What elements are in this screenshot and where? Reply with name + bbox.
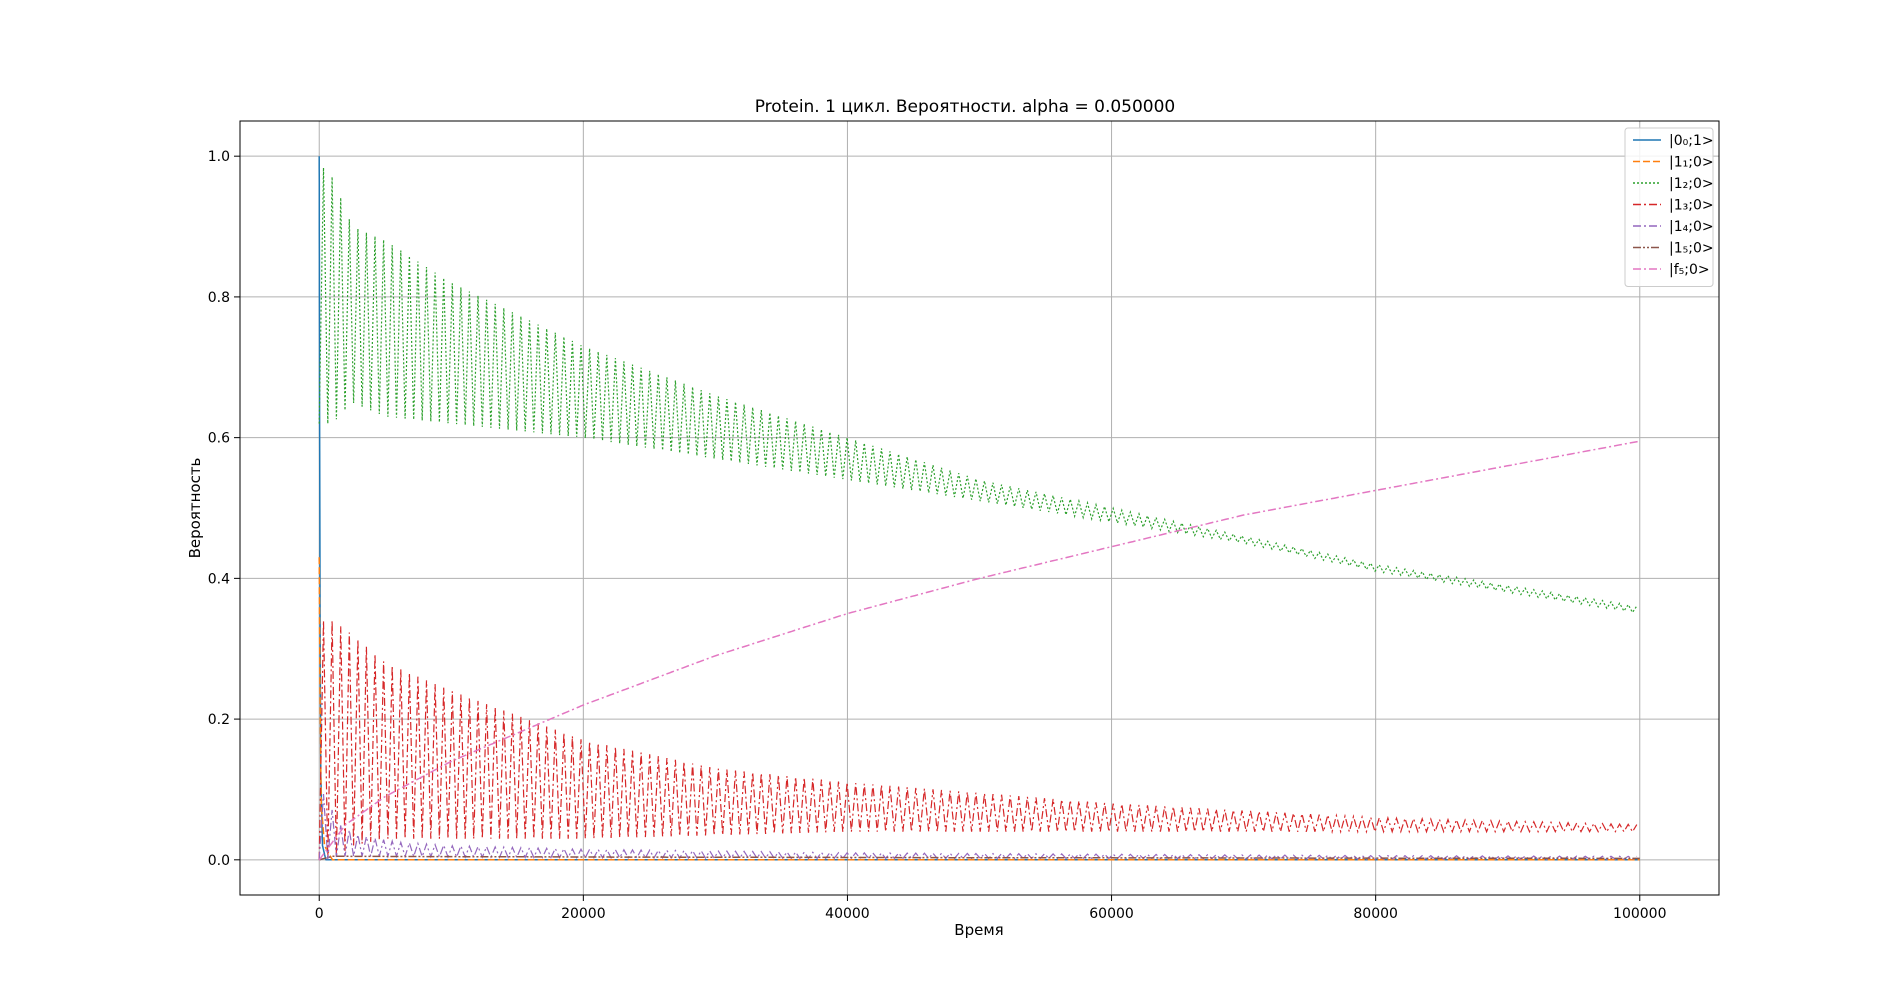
x-tick-label: 20000 — [561, 906, 606, 922]
grid — [240, 121, 1719, 895]
x-tick-label: 100000 — [1613, 906, 1666, 922]
series-group — [318, 156, 1640, 861]
x-tick-label: 80000 — [1353, 906, 1398, 922]
series-line-2 — [318, 557, 1640, 861]
series-line-3 — [318, 167, 1638, 614]
x-axis-label: Время — [954, 921, 1003, 939]
series-line-7 — [318, 440, 1640, 861]
legend-label: |1₁;0> — [1669, 155, 1714, 171]
legend-label: |1₄;0> — [1669, 219, 1714, 235]
series-line-1 — [318, 156, 1640, 861]
series-line-4 — [318, 620, 1638, 860]
legend: |0₀;1> |1₁;0> |1₂;0> |1₃;0> |1₄;0> |1₅;0> |f₅;… — [1624, 127, 1714, 287]
series-line-6 — [318, 855, 1640, 861]
legend-label: |0₀;1> — [1669, 133, 1714, 149]
legend-label: |1₂;0> — [1669, 176, 1714, 192]
y-tick-label: 0.8 — [208, 290, 230, 306]
y-tick-label: 1.0 — [208, 149, 230, 165]
y-axis-label: Вероятность — [186, 458, 204, 559]
x-tick-label: 0 — [315, 906, 324, 922]
y-tick-label: 0.0 — [208, 853, 230, 869]
legend-label: |1₃;0> — [1669, 198, 1714, 214]
plot-area-frame — [239, 120, 1720, 896]
legend-label: |f₅;0> — [1669, 262, 1710, 278]
chart-title: Protein. 1 цикл. Вероятности. alpha = 0.… — [755, 97, 1176, 117]
y-tick-label: 0.2 — [208, 712, 230, 728]
x-tick-label: 40000 — [825, 906, 870, 922]
y-tick-label: 0.6 — [208, 431, 230, 447]
y-tick-label: 0.4 — [208, 571, 230, 587]
axes: 0 20000 40000 60000 80000 100000 0.0 0.2 0.4 0.6 0… — [208, 149, 1667, 922]
legend-label: |1₅;0> — [1669, 241, 1714, 257]
x-tick-label: 60000 — [1089, 906, 1134, 922]
